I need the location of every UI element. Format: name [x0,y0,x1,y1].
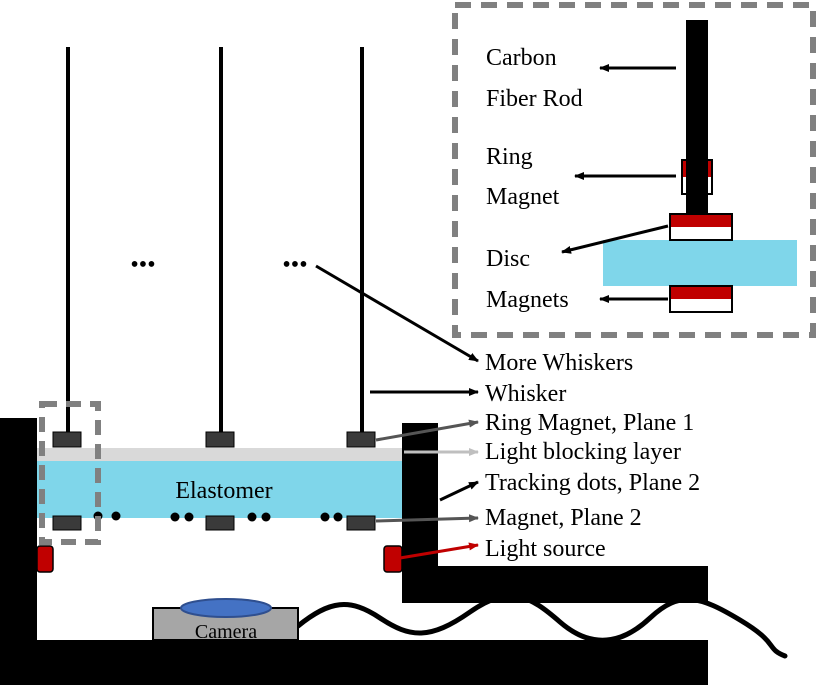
arrow-more-whiskers [315,264,479,363]
label-more-whiskers: More Whiskers [485,350,633,376]
whisker-2 [219,47,223,433]
frame-right-shelf [402,566,708,603]
arrow-tracking-dots [439,480,479,502]
camera-label: Camera [195,621,257,643]
magnet-plane2-2 [205,515,235,531]
arrow-ring-magnet-plane1 [375,419,479,442]
inset-ring-magnet-core [686,160,708,196]
label-carbon-line2: Fiber Rod [486,86,583,112]
ellipsis-right: ••• [282,252,307,278]
label-magnet-plane2: Magnet, Plane 2 [485,505,642,531]
arrow-disc-magnet-top [561,224,669,254]
label-carbon-line1: Carbon [486,45,557,71]
label-whisker: Whisker [485,381,566,407]
label-tracking-dots: Tracking dots, Plane 2 [485,470,700,496]
label-ring-line1: Ring [486,144,533,170]
light-blocking-layer [37,448,402,461]
inset-elastomer [603,240,797,286]
arrow-light-source [399,542,479,560]
ellipsis-left: ••• [130,252,155,278]
magnet-plane2-1 [52,515,82,531]
label-disc-line2: Magnets [486,287,569,313]
inset-carbon-rod [686,20,708,238]
frame-base [0,640,708,685]
light-source-right [383,545,403,573]
label-light-blocking: Light blocking layer [485,439,681,465]
whisker-3 [360,47,364,433]
camera-cable [295,593,788,659]
inset-detail-box [452,2,816,338]
light-source-left [36,545,54,573]
arrow-magnet-plane2 [375,514,479,523]
ring-magnet-plane1-2 [205,431,235,448]
inset-disc-magnet-top-red [671,215,731,227]
elastomer-label: Elastomer [175,478,272,504]
whisker-1 [66,47,70,433]
ring-magnet-plane1-3 [346,431,376,448]
camera-lens [180,598,272,618]
label-disc-line1: Disc [486,246,530,272]
label-light-source: Light source [485,536,606,562]
ring-magnet-plane1-1 [52,431,82,448]
label-ring-magnet-plane1: Ring Magnet, Plane 1 [485,410,694,436]
inset-disc-magnet-bottom-red [671,287,731,299]
label-ring-line2: Magnet [486,184,560,210]
detail-selection-box [39,401,101,545]
magnet-plane2-3 [346,515,376,531]
